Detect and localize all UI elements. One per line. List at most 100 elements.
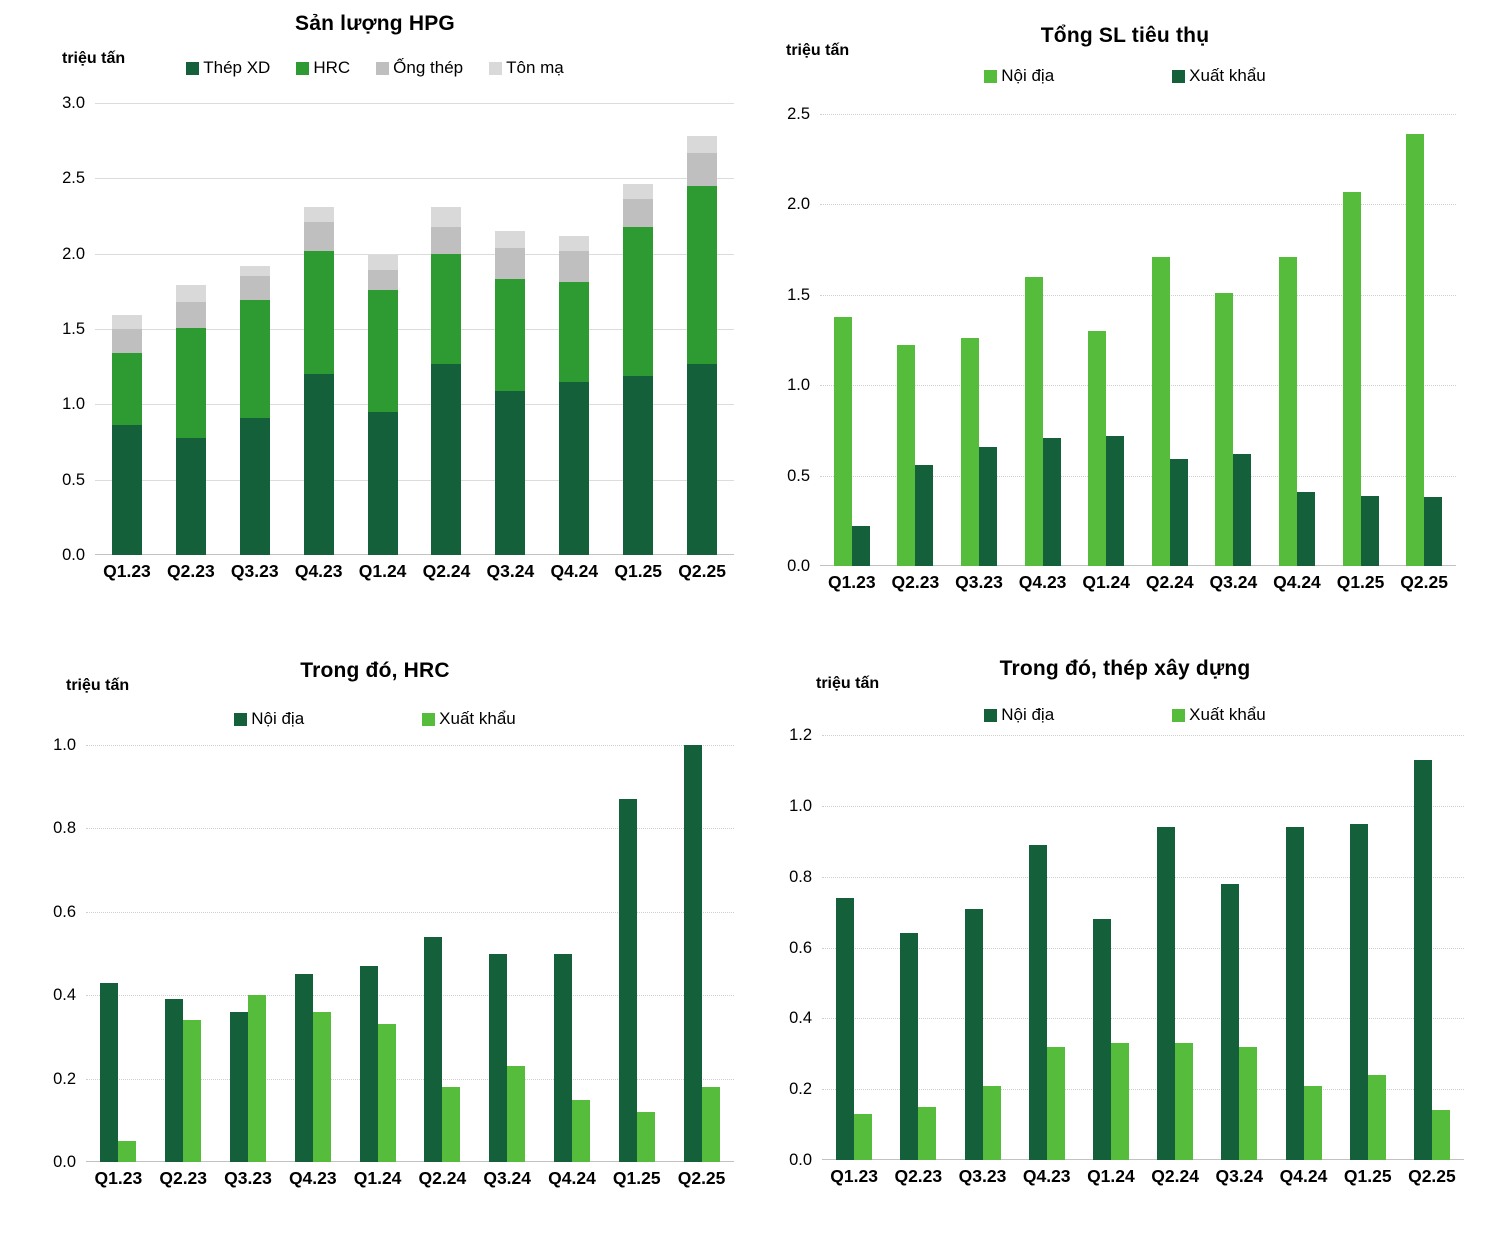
gridline [820,565,1456,566]
legend-label: Tôn mạ [506,58,564,77]
bar [636,1112,655,1162]
bar-group [604,745,669,1162]
bar [683,745,702,1162]
plot-area: 0.0 0.2 0.4 0.6 0.8 1.0 1.2 [789,726,1464,1169]
gridline [95,178,734,180]
stacked-bar [559,235,590,555]
bar-segment [495,390,526,555]
x-axis-label: Q3.23 [230,561,279,581]
gridline [95,103,734,104]
y-axis-unit-label: triệu tấn [816,675,880,692]
legend-item: Xuất khẩu [422,709,516,729]
bar-group [95,103,159,555]
bar [1413,759,1432,1160]
legend-item: Ống thép [376,58,463,78]
bar [978,446,997,566]
bar-segment [431,253,462,364]
bar-group [159,103,223,555]
chart-hrc-breakdown: Trong đó, HRC triệu tấn Nội địa Xuất khẩu… [0,621,750,1243]
bar [1215,293,1234,566]
bar [100,982,119,1162]
plot-area: 0.0 0.5 1.0 1.5 2.0 2.5 [787,105,1456,575]
gridline [822,947,1464,949]
stacked-bar [495,231,526,555]
bar [1157,827,1176,1160]
legend-label: Xuất khẩu [1189,705,1266,724]
x-axis-label: Q2.24 [1151,1166,1199,1186]
bar-segment [239,276,270,301]
bar-group [1074,114,1138,566]
bar [1024,276,1043,566]
bar [915,464,934,566]
x-axis-label: Q4.24 [1279,1166,1328,1186]
legend-swatch-icon [234,712,248,726]
y-axis-tick-label: 0.2 [53,1069,76,1088]
bar-segment [303,207,334,223]
x-axis-label: Q2.24 [1145,572,1194,592]
legend-swatch-icon [186,61,200,75]
bar-group [542,103,606,555]
bar-segment [175,327,206,438]
bar [918,1106,937,1160]
y-axis-tick-label: 0.2 [789,1080,812,1099]
bars-layer [95,103,734,555]
gridline [820,114,1456,115]
x-axis-label: Q4.24 [548,1168,596,1188]
bar-segment [623,199,654,227]
chart-title: Trong đó, HRC [300,659,450,682]
bar-group [410,745,475,1162]
gridline [95,479,734,481]
chart-legend: Nội địa Xuất khẩu [750,705,1500,725]
bar-segment [687,185,718,364]
bar [1431,1110,1450,1160]
x-axis-label: Q1.23 [94,1168,143,1188]
chart-construction-steel-breakdown: Trong đó, thép xây dựng triệu tấn Nội đị… [750,621,1500,1243]
bars-layer [822,735,1464,1160]
bar [294,974,313,1162]
bar-group [151,745,216,1162]
gridline [86,1161,734,1162]
x-axis-label: Q3.24 [486,561,535,581]
bar-group [1202,114,1266,566]
legend-swatch-icon [984,69,998,83]
bar-segment [175,285,206,302]
bar-segment [239,417,270,555]
y-axis-tick-label: 0.5 [787,466,810,485]
bar [1042,437,1061,566]
legend-label: Nội địa [1001,705,1055,724]
bar-segment [687,363,718,555]
bar-segment [303,250,334,375]
bar [1406,133,1425,566]
chart-title: Trong đó, thép xây dựng [999,657,1251,680]
legend-swatch-icon [422,712,436,726]
bar-segment [431,226,462,254]
bar-segment [175,437,206,555]
x-axis-label: Q1.23 [827,572,876,592]
bar-segment [303,222,334,251]
bar [964,908,983,1160]
y-axis-unit-label: triệu tấn [66,677,130,694]
x-axis-label: Q2.24 [422,561,471,581]
bar [1175,1043,1194,1160]
bar [377,1024,396,1162]
y-axis-tick-label: 0.6 [789,938,812,957]
bar [618,799,637,1162]
chart-title: Sản lượng HPG [295,12,455,35]
bar [1151,256,1170,566]
plot-area: 0.0 0.2 0.4 0.6 0.8 1.0 [53,736,734,1171]
legend-item: Nội địa [984,66,1054,86]
legend-label: HRC [313,58,351,77]
gridline [86,1078,734,1080]
x-axis-label: Q1.25 [614,561,663,581]
x-axis-label: Q2.25 [1400,572,1448,592]
gridline [822,1018,1464,1020]
bar-group [1329,114,1393,566]
bar-group [950,735,1014,1160]
bar [1092,919,1111,1160]
gridline [86,911,734,913]
x-axis-label: Q4.24 [1273,572,1321,592]
gridline [822,876,1464,878]
x-axis-label: Q3.23 [955,572,1003,592]
y-axis-tick-label: 1.0 [789,796,812,815]
y-axis-unit-label: triệu tấn [62,50,126,67]
